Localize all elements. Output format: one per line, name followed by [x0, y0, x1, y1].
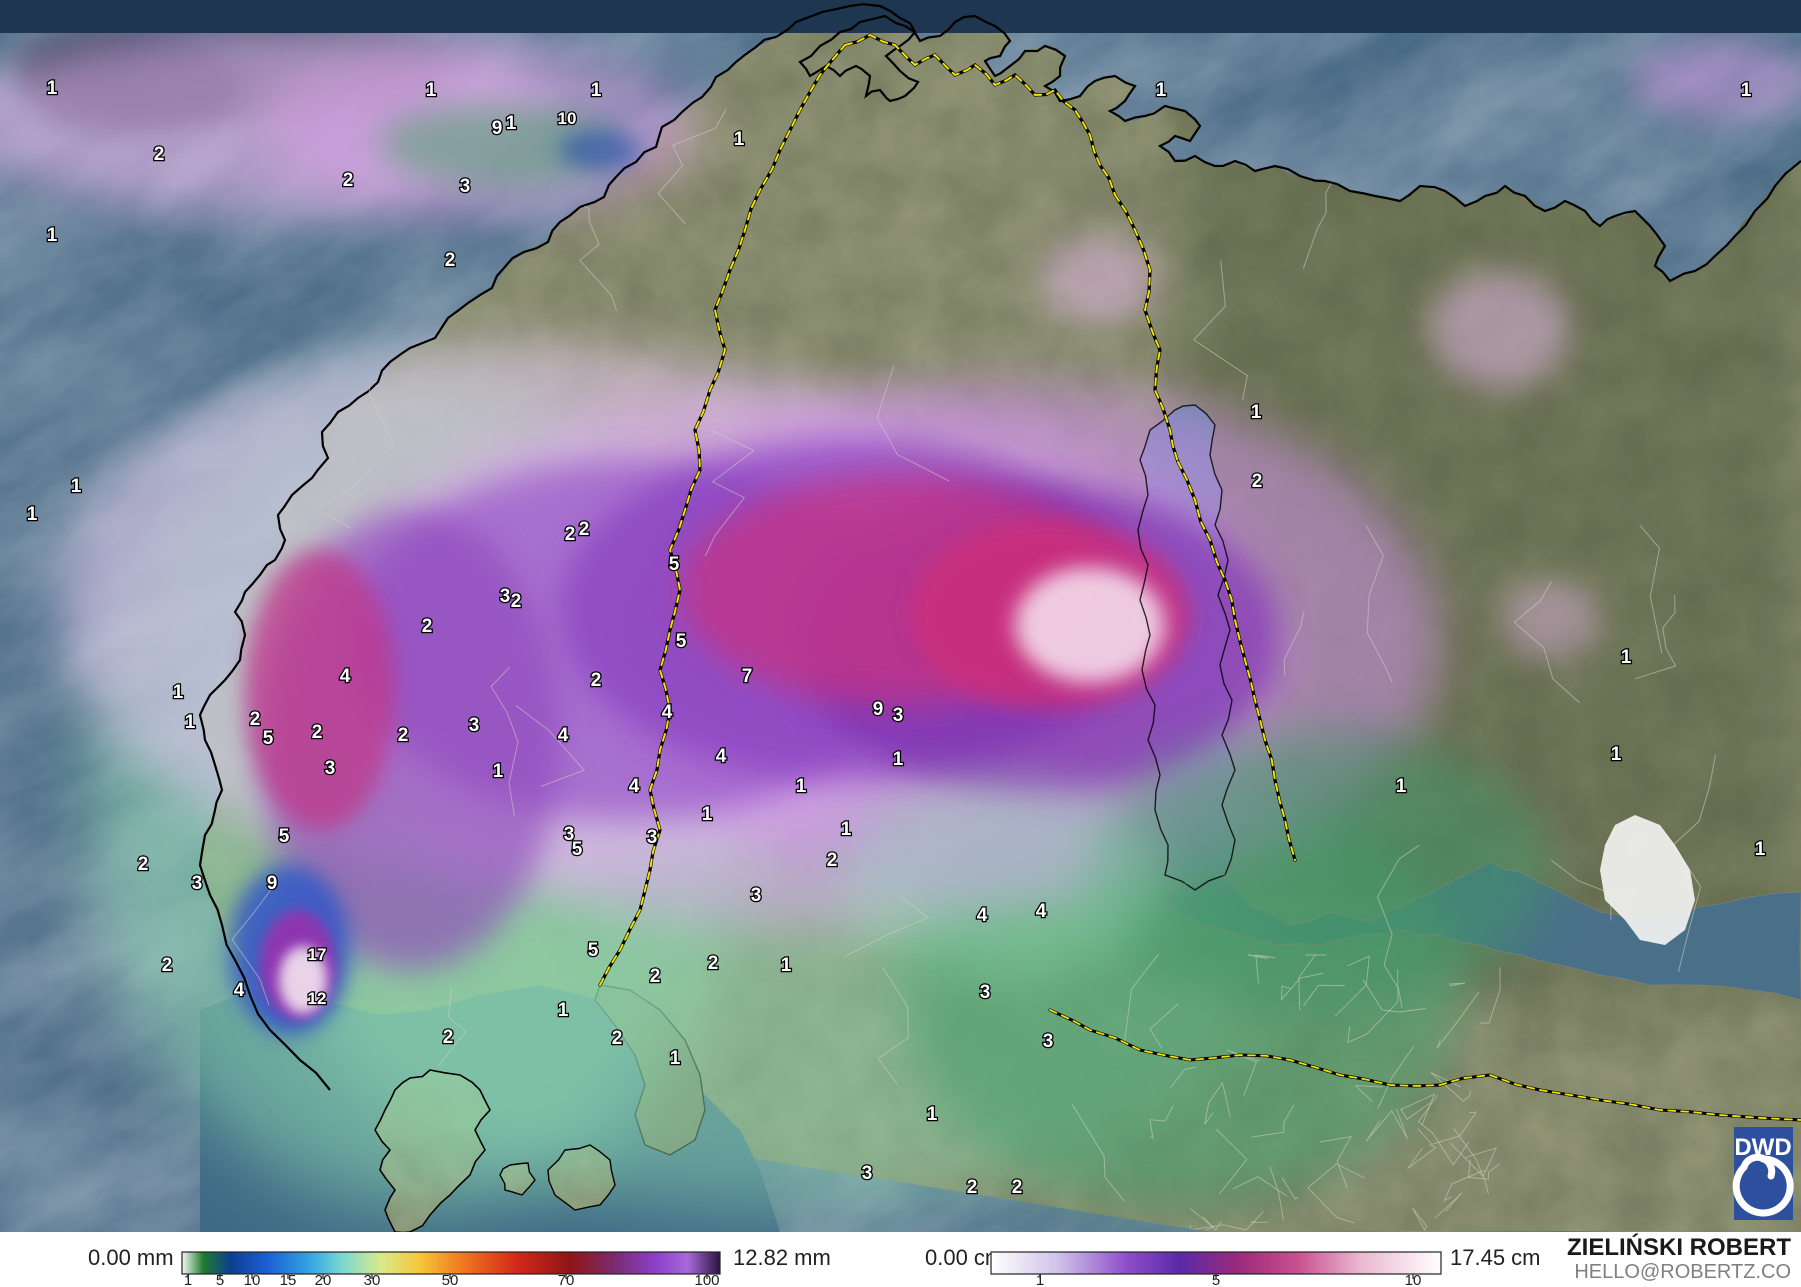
svg-text:9: 9 [267, 873, 278, 894]
svg-text:5: 5 [572, 839, 583, 860]
svg-text:HELLO@ROBERTZ.CO: HELLO@ROBERTZ.CO [1574, 1261, 1791, 1283]
svg-text:2: 2 [967, 1177, 978, 1198]
svg-text:2: 2 [511, 591, 522, 612]
svg-text:4: 4 [1036, 901, 1047, 922]
svg-text:5: 5 [279, 826, 290, 847]
svg-text:3: 3 [980, 982, 991, 1003]
svg-text:10: 10 [558, 109, 577, 128]
svg-text:3: 3 [893, 705, 904, 726]
svg-text:7: 7 [742, 666, 753, 687]
svg-text:2: 2 [162, 955, 173, 976]
svg-text:12: 12 [308, 989, 327, 1008]
svg-text:2: 2 [443, 1027, 454, 1048]
svg-text:1: 1 [1251, 402, 1262, 423]
svg-text:4: 4 [977, 905, 988, 926]
svg-text:2: 2 [445, 250, 456, 271]
svg-text:2: 2 [154, 144, 165, 165]
svg-text:2: 2 [612, 1028, 623, 1049]
svg-text:1: 1 [185, 712, 196, 733]
svg-text:3: 3 [469, 715, 480, 736]
svg-text:5: 5 [588, 940, 599, 961]
svg-text:9: 9 [492, 118, 503, 139]
svg-text:2: 2 [312, 722, 323, 743]
svg-text:1: 1 [1621, 647, 1632, 668]
svg-text:1: 1 [1396, 776, 1407, 797]
svg-text:1: 1 [71, 476, 82, 497]
svg-text:1: 1 [47, 78, 58, 99]
svg-text:3: 3 [325, 758, 336, 779]
svg-text:3: 3 [647, 827, 658, 848]
svg-text:1: 1 [1156, 80, 1167, 101]
svg-text:3: 3 [192, 873, 203, 894]
svg-text:4: 4 [629, 776, 640, 797]
svg-text:17: 17 [308, 945, 327, 964]
svg-text:1: 1 [493, 761, 504, 782]
svg-text:2: 2 [565, 524, 576, 545]
svg-text:2: 2 [591, 670, 602, 691]
svg-text:1: 1 [591, 80, 602, 101]
svg-text:1: 1 [506, 113, 517, 134]
svg-text:3: 3 [1043, 1031, 1054, 1052]
svg-text:2: 2 [579, 519, 590, 540]
svg-text:4: 4 [662, 702, 673, 723]
svg-text:2: 2 [650, 966, 661, 987]
svg-text:1: 1 [1611, 744, 1622, 765]
svg-text:1: 1 [796, 776, 807, 797]
svg-text:1: 1 [781, 955, 792, 976]
svg-text:5: 5 [676, 631, 687, 652]
svg-text:ZIELIŃSKI ROBERT: ZIELIŃSKI ROBERT [1567, 1233, 1791, 1261]
svg-text:1: 1 [47, 225, 58, 246]
svg-text:5: 5 [669, 554, 680, 575]
svg-text:1: 1 [173, 682, 184, 703]
svg-text:2: 2 [343, 170, 354, 191]
svg-text:1: 1 [670, 1048, 681, 1069]
svg-text:1: 1 [27, 504, 38, 525]
svg-text:1: 1 [927, 1104, 938, 1125]
svg-text:1: 1 [558, 1000, 569, 1021]
svg-text:12.82 mm: 12.82 mm [733, 1245, 831, 1270]
svg-text:1: 1 [893, 749, 904, 770]
svg-text:1: 1 [426, 80, 437, 101]
svg-text:2: 2 [1252, 471, 1263, 492]
svg-text:2: 2 [1012, 1177, 1023, 1198]
svg-text:9: 9 [873, 699, 884, 720]
svg-text:4: 4 [234, 980, 245, 1001]
svg-text:1: 1 [1755, 839, 1766, 860]
svg-text:2: 2 [138, 854, 149, 875]
svg-text:1: 1 [841, 819, 852, 840]
svg-text:3: 3 [862, 1163, 873, 1184]
svg-text:2: 2 [422, 616, 433, 637]
svg-text:1: 1 [702, 804, 713, 825]
svg-text:1: 1 [734, 129, 745, 150]
svg-text:5: 5 [263, 728, 274, 749]
svg-text:4: 4 [716, 746, 727, 767]
svg-text:3: 3 [460, 176, 471, 197]
svg-text:2: 2 [398, 725, 409, 746]
svg-text:2: 2 [827, 850, 838, 871]
svg-text:3: 3 [751, 885, 762, 906]
svg-text:2: 2 [250, 709, 261, 730]
svg-text:4: 4 [558, 725, 569, 746]
svg-text:1: 1 [1741, 80, 1752, 101]
svg-text:4: 4 [340, 666, 351, 687]
svg-text:17.45 cm: 17.45 cm [1450, 1245, 1541, 1270]
svg-text:0.00 mm: 0.00 mm [88, 1245, 174, 1270]
svg-text:2: 2 [708, 953, 719, 974]
svg-text:3: 3 [500, 586, 511, 607]
